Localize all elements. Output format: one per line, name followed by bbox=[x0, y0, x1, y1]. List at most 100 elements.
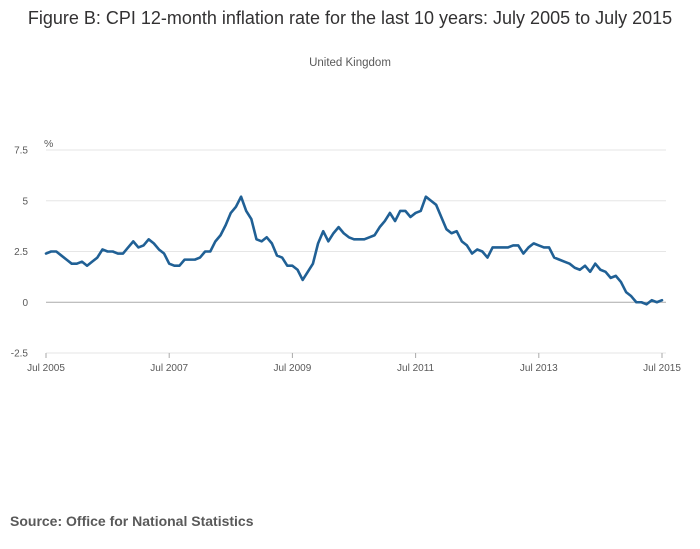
data-point[interactable] bbox=[572, 265, 578, 271]
data-point[interactable] bbox=[284, 263, 290, 269]
data-point[interactable] bbox=[315, 240, 321, 246]
data-point[interactable] bbox=[243, 208, 249, 214]
data-point[interactable] bbox=[623, 289, 629, 295]
data-point[interactable] bbox=[135, 244, 141, 250]
data-point[interactable] bbox=[469, 251, 475, 257]
data-point[interactable] bbox=[366, 234, 372, 240]
data-point[interactable] bbox=[300, 277, 306, 283]
data-point[interactable] bbox=[556, 257, 562, 263]
data-point[interactable] bbox=[407, 214, 413, 220]
data-point[interactable] bbox=[341, 230, 347, 236]
data-point[interactable] bbox=[351, 236, 357, 242]
data-point[interactable] bbox=[500, 244, 506, 250]
data-point[interactable] bbox=[618, 279, 624, 285]
data-point[interactable] bbox=[84, 263, 90, 269]
data-point[interactable] bbox=[228, 210, 234, 216]
data-point[interactable] bbox=[171, 263, 177, 269]
data-point[interactable] bbox=[320, 228, 326, 234]
data-point[interactable] bbox=[197, 255, 203, 261]
data-point[interactable] bbox=[161, 251, 167, 257]
data-point[interactable] bbox=[130, 238, 136, 244]
data-point[interactable] bbox=[449, 230, 455, 236]
data-point[interactable] bbox=[597, 267, 603, 273]
data-point[interactable] bbox=[223, 222, 229, 228]
data-point[interactable] bbox=[79, 259, 85, 265]
data-point[interactable] bbox=[192, 257, 198, 263]
data-point[interactable] bbox=[531, 240, 537, 246]
data-point[interactable] bbox=[99, 246, 105, 252]
data-point[interactable] bbox=[515, 242, 521, 248]
data-point[interactable] bbox=[64, 257, 70, 263]
data-point[interactable] bbox=[125, 244, 131, 250]
data-point[interactable] bbox=[48, 249, 54, 255]
data-point[interactable] bbox=[505, 244, 511, 250]
data-point[interactable] bbox=[356, 236, 362, 242]
data-point[interactable] bbox=[484, 255, 490, 261]
data-point[interactable] bbox=[402, 208, 408, 214]
data-point[interactable] bbox=[279, 255, 285, 261]
data-point[interactable] bbox=[151, 240, 157, 246]
data-point[interactable] bbox=[325, 238, 331, 244]
data-point[interactable] bbox=[146, 236, 152, 242]
data-point[interactable] bbox=[649, 297, 655, 303]
data-point[interactable] bbox=[490, 244, 496, 250]
data-point[interactable] bbox=[166, 261, 172, 267]
data-point[interactable] bbox=[105, 249, 111, 255]
data-point[interactable] bbox=[289, 263, 295, 269]
data-point[interactable] bbox=[238, 194, 244, 200]
data-point[interactable] bbox=[659, 297, 665, 303]
data-point[interactable] bbox=[233, 204, 239, 210]
data-point[interactable] bbox=[187, 257, 193, 263]
data-point[interactable] bbox=[567, 261, 573, 267]
data-point[interactable] bbox=[74, 261, 80, 267]
data-point[interactable] bbox=[603, 269, 609, 275]
data-point[interactable] bbox=[202, 249, 208, 255]
data-point[interactable] bbox=[582, 263, 588, 269]
data-point[interactable] bbox=[443, 226, 449, 232]
data-point[interactable] bbox=[495, 244, 501, 250]
data-point[interactable] bbox=[608, 275, 614, 281]
data-point[interactable] bbox=[330, 230, 336, 236]
data-point[interactable] bbox=[526, 244, 532, 250]
data-point[interactable] bbox=[182, 257, 188, 263]
data-point[interactable] bbox=[464, 242, 470, 248]
data-point[interactable] bbox=[110, 249, 116, 255]
data-point[interactable] bbox=[541, 244, 547, 250]
data-point[interactable] bbox=[58, 253, 64, 259]
data-point[interactable] bbox=[633, 299, 639, 305]
data-point[interactable] bbox=[372, 232, 378, 238]
data-point[interactable] bbox=[248, 216, 254, 222]
data-point[interactable] bbox=[592, 261, 598, 267]
data-point[interactable] bbox=[474, 246, 480, 252]
data-point[interactable] bbox=[613, 273, 619, 279]
data-point[interactable] bbox=[269, 240, 275, 246]
data-point[interactable] bbox=[305, 269, 311, 275]
data-point[interactable] bbox=[577, 267, 583, 273]
data-point[interactable] bbox=[628, 293, 634, 299]
data-point[interactable] bbox=[53, 249, 59, 255]
data-point[interactable] bbox=[259, 238, 265, 244]
data-point[interactable] bbox=[551, 255, 557, 261]
data-point[interactable] bbox=[459, 238, 465, 244]
data-point[interactable] bbox=[387, 210, 393, 216]
data-point[interactable] bbox=[69, 261, 75, 267]
data-point[interactable] bbox=[361, 236, 367, 242]
data-point[interactable] bbox=[520, 251, 526, 257]
data-point[interactable] bbox=[546, 244, 552, 250]
data-point[interactable] bbox=[274, 253, 280, 259]
data-point[interactable] bbox=[397, 208, 403, 214]
data-point[interactable] bbox=[423, 194, 429, 200]
data-point[interactable] bbox=[176, 263, 182, 269]
data-point[interactable] bbox=[510, 242, 516, 248]
data-point[interactable] bbox=[89, 259, 95, 265]
data-point[interactable] bbox=[43, 251, 49, 257]
data-point[interactable] bbox=[295, 267, 301, 273]
data-point[interactable] bbox=[654, 299, 660, 305]
data-point[interactable] bbox=[392, 218, 398, 224]
data-point[interactable] bbox=[115, 251, 121, 257]
data-point[interactable] bbox=[346, 234, 352, 240]
data-point[interactable] bbox=[638, 299, 644, 305]
data-point[interactable] bbox=[310, 261, 316, 267]
data-point[interactable] bbox=[218, 232, 224, 238]
data-point[interactable] bbox=[433, 202, 439, 208]
